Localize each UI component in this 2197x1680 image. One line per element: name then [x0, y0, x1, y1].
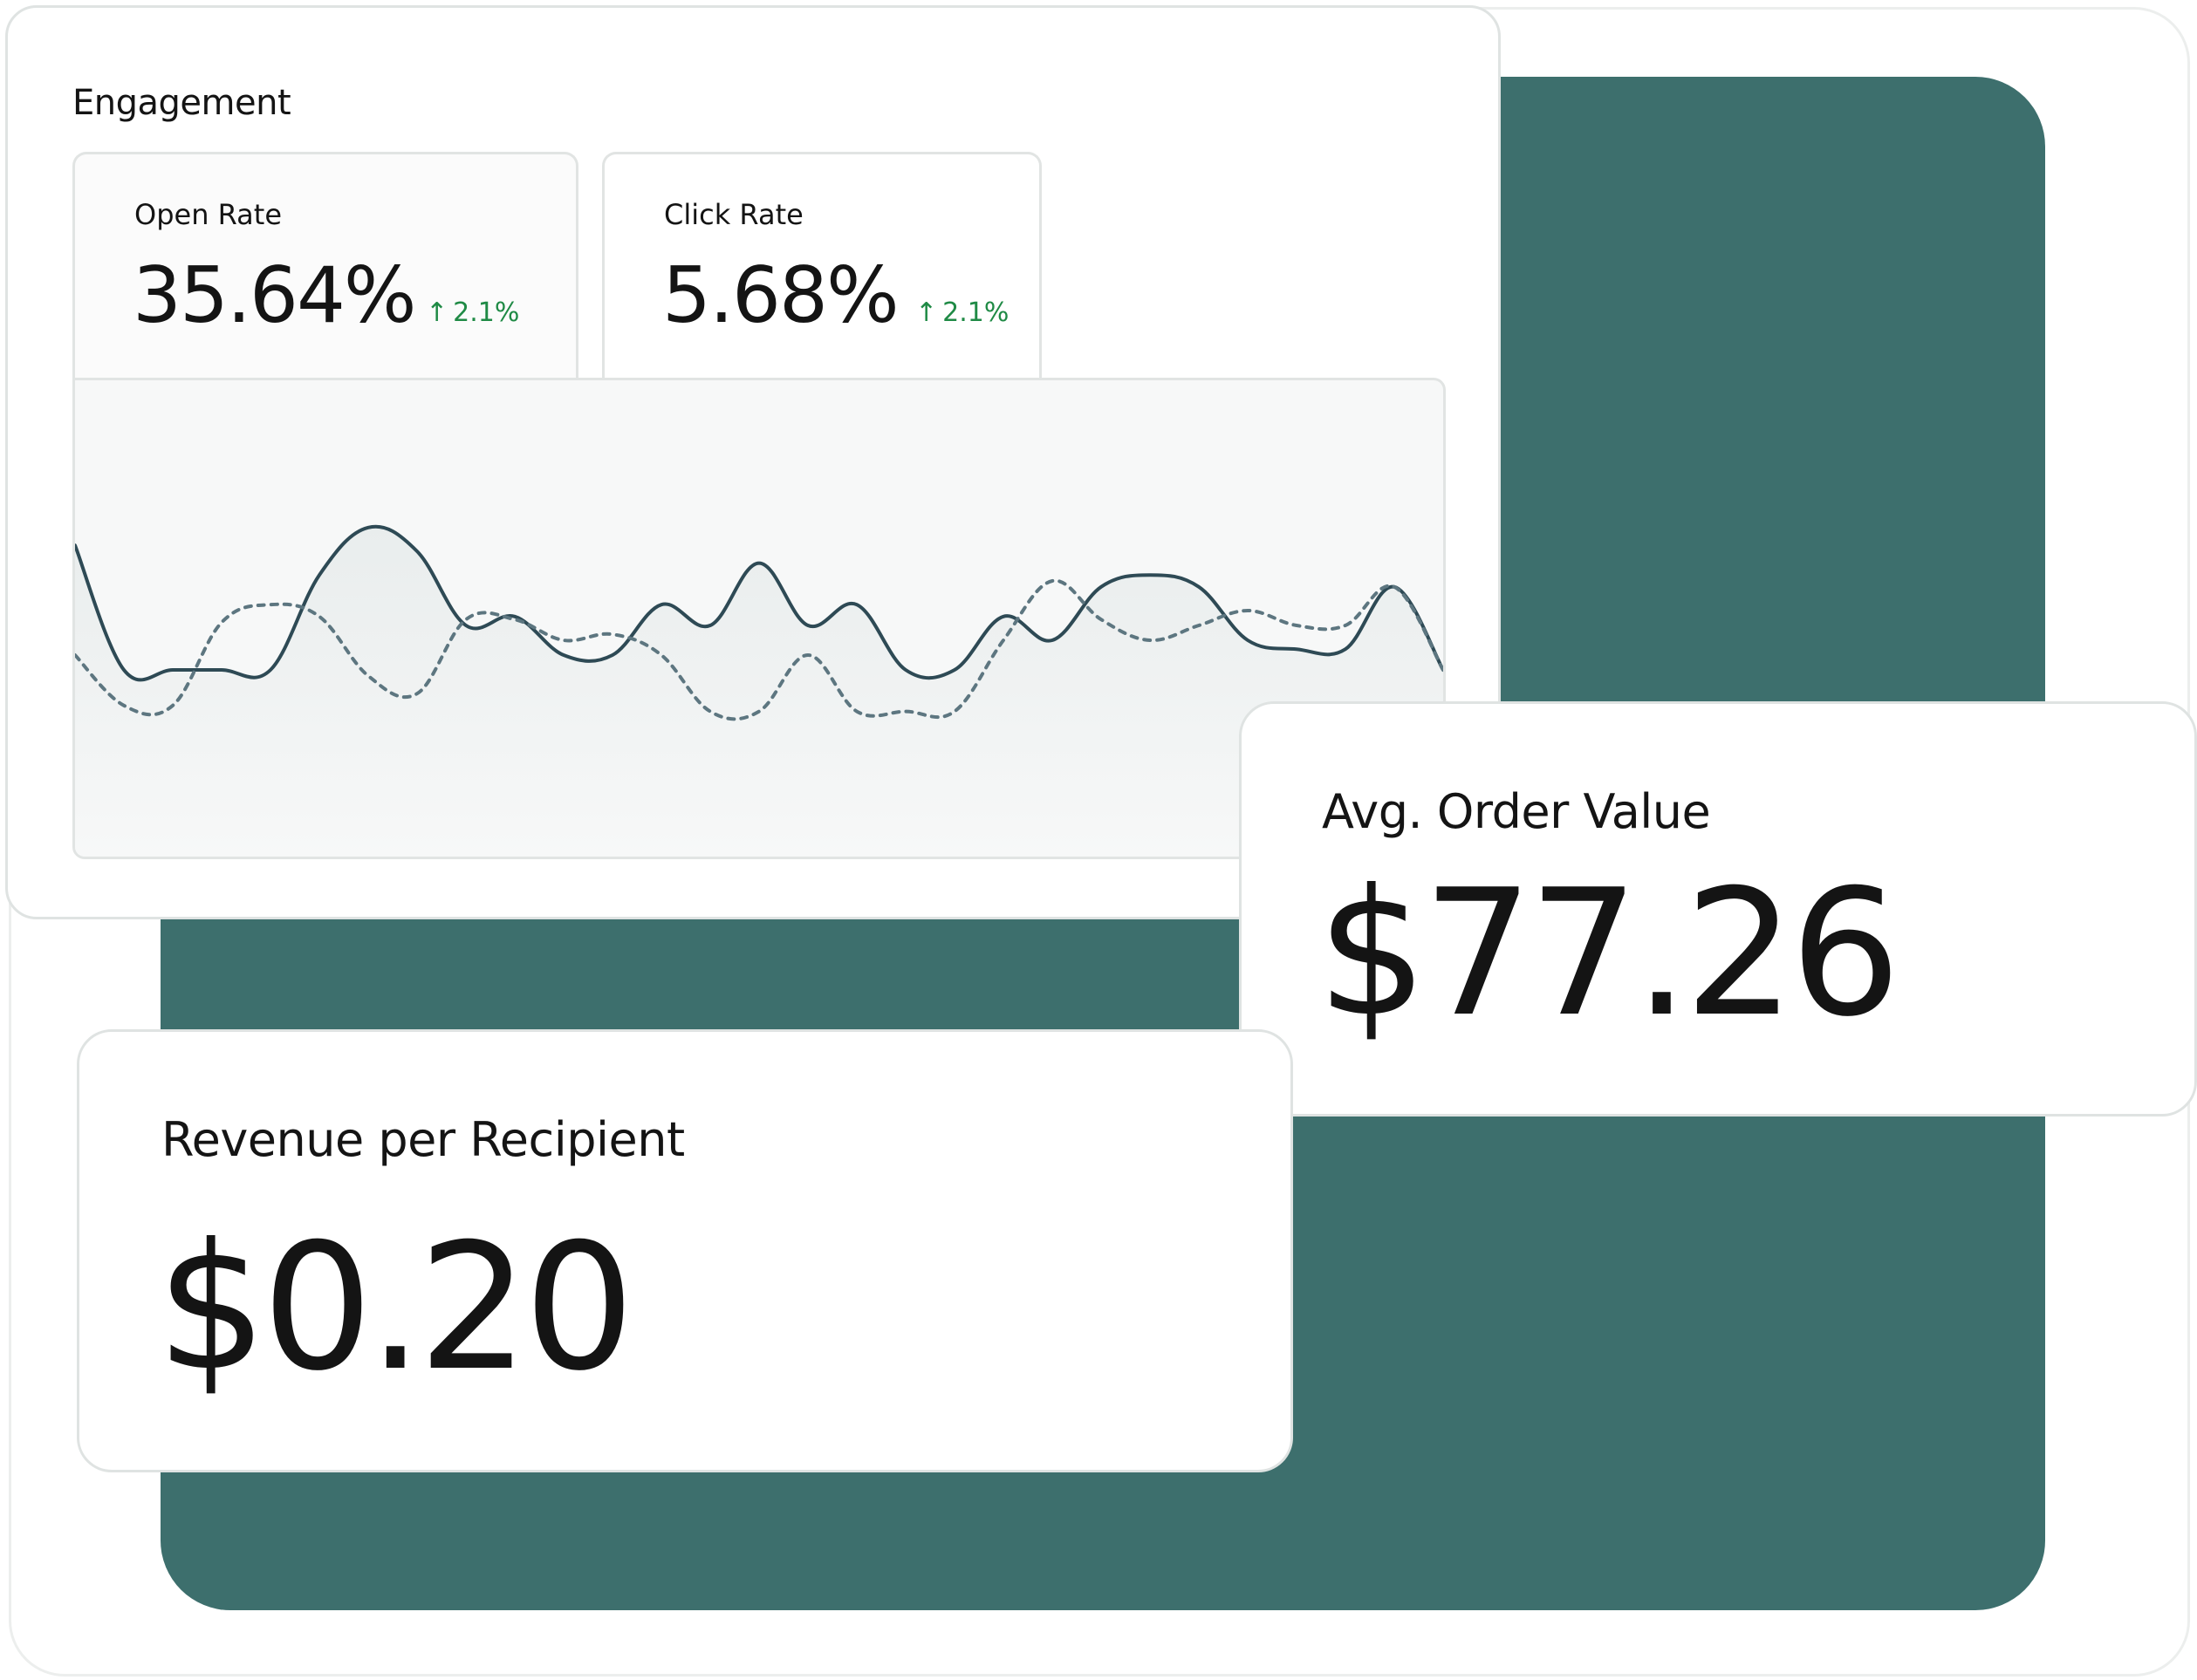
tab-label: Click Rate	[664, 198, 804, 231]
revenue-per-recipient-label: Revenue per Recipient	[161, 1112, 685, 1167]
chart-series-line-dotted	[75, 578, 1443, 721]
arrow-up-icon: ↑	[426, 297, 448, 328]
chart-series-line-solid	[75, 524, 1443, 682]
avg-order-value-label: Avg. Order Value	[1322, 784, 1711, 839]
engagement-title: Engagement	[72, 83, 291, 123]
delta-badge: ↑ 2.1%	[426, 297, 519, 328]
tab-value: 5.68%	[662, 250, 900, 340]
avg-order-value: $77.26	[1317, 852, 1901, 1055]
engagement-chart-svg	[75, 524, 1443, 857]
delta-value: 2.1%	[453, 297, 520, 328]
tab-open-rate[interactable]: Open Rate 35.64% ↑ 2.1%	[72, 152, 578, 380]
arrow-up-icon: ↑	[915, 297, 938, 328]
chart-series-area	[75, 526, 1443, 857]
tab-click-rate[interactable]: Click Rate 5.68% ↑ 2.1%	[602, 152, 1042, 380]
engagement-chart	[72, 378, 1446, 859]
avg-order-value-card: Avg. Order Value $77.26	[1239, 701, 2197, 1117]
delta-badge: ↑ 2.1%	[915, 297, 1009, 328]
revenue-per-recipient-card: Revenue per Recipient $0.20	[77, 1029, 1293, 1472]
delta-value: 2.1%	[942, 297, 1010, 328]
tab-label: Open Rate	[134, 198, 283, 231]
revenue-per-recipient-value: $0.20	[156, 1206, 635, 1410]
tab-value: 35.64%	[133, 250, 417, 340]
